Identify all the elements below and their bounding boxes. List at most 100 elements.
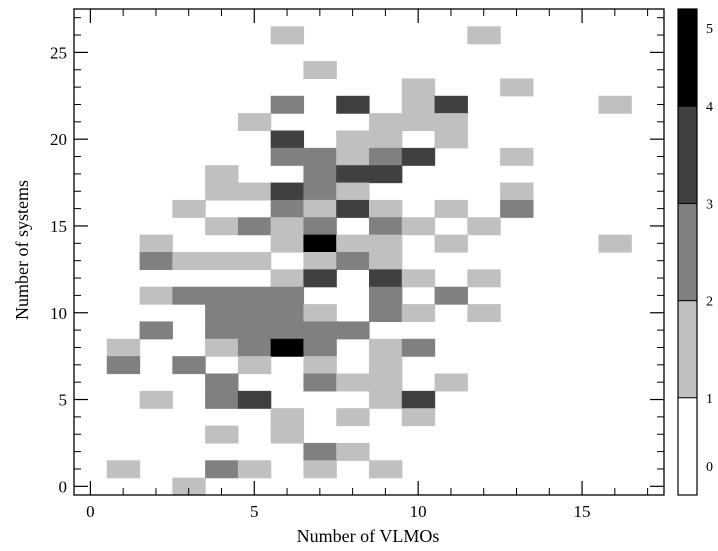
- heatmap-cell: [369, 252, 403, 270]
- colorbar-tick-label: 0: [706, 460, 713, 475]
- heatmap-cell: [106, 460, 141, 479]
- heatmap-cell: [205, 338, 239, 357]
- heatmap-cell: [270, 26, 305, 45]
- heatmap-cell: [401, 95, 436, 114]
- heatmap-cell: [434, 234, 468, 253]
- y-tick-label: 20: [50, 130, 67, 149]
- heatmap-cell: [205, 321, 239, 340]
- heatmap-cell: [270, 321, 305, 340]
- heatmap-cell: [139, 252, 173, 270]
- heatmap-cell: [205, 390, 239, 409]
- heatmap-cell: [237, 113, 272, 132]
- heatmap-cell: [270, 234, 305, 253]
- heatmap-cell: [500, 182, 534, 201]
- heatmap-cell: [434, 113, 468, 132]
- colorbar-segment: [678, 203, 697, 302]
- colorbar-frame: [677, 8, 698, 496]
- heatmap-cell: [369, 356, 403, 375]
- heatmap-cell: [205, 304, 239, 323]
- heatmap-cell: [205, 217, 239, 236]
- x-axis-label: Number of VLMOs: [297, 526, 440, 546]
- heatmap-cell: [369, 199, 403, 218]
- heatmap-cell: [336, 408, 370, 427]
- heatmap-cell: [500, 78, 534, 97]
- y-tick-label: 5: [59, 391, 68, 410]
- heatmap-cell: [336, 234, 370, 253]
- heatmap-cell: [303, 199, 337, 218]
- colorbar-tick-label: 2: [706, 295, 713, 310]
- colorbar: 0 1 2 3 4 5: [677, 8, 713, 496]
- heatmap-cell: [336, 95, 370, 114]
- heatmap-cell: [303, 61, 337, 80]
- y-tick-label: 15: [50, 217, 67, 236]
- colorbar-segment: [678, 106, 697, 204]
- plot-frame: [73, 8, 665, 496]
- heatmap-cell: [434, 199, 468, 218]
- heatmap-cell: [369, 373, 403, 392]
- heatmap-cell: [434, 286, 468, 305]
- heatmap-cell: [237, 252, 272, 270]
- heatmap-cell: [139, 286, 173, 305]
- heatmap-cell: [237, 217, 272, 236]
- heatmap-cell: [369, 113, 403, 132]
- x-tick-label: 10: [410, 502, 427, 521]
- heatmap-cell: [270, 304, 305, 323]
- x-tick-label: 15: [574, 502, 591, 521]
- heatmap-cell: [336, 182, 370, 201]
- colorbar-tick-label: 5: [706, 22, 713, 37]
- y-tick-label: 10: [50, 304, 67, 323]
- axis-ticks: [74, 9, 664, 495]
- heatmap-cell: [336, 147, 370, 166]
- heatmap-cell: [172, 199, 206, 218]
- heatmap-cell: [270, 408, 305, 427]
- heatmap-cell: [303, 321, 337, 340]
- heatmap-cell: [303, 182, 337, 201]
- x-tick-label: 5: [250, 502, 259, 521]
- heatmap-cell: [303, 460, 337, 479]
- colorbar-tick-label: 3: [706, 197, 713, 212]
- axis-tick-labels: 0 5 10 15 0 5 10 15 20 25: [50, 43, 591, 521]
- heatmap-cell: [401, 304, 436, 323]
- heatmap-cell: [303, 304, 337, 323]
- heatmap-cell: [303, 217, 337, 236]
- heatmap-cell: [237, 321, 272, 340]
- heatmap-cell: [139, 234, 173, 253]
- heatmap-cell: [467, 269, 501, 288]
- heatmap-cell: [303, 442, 337, 461]
- heatmap-cell: [205, 252, 239, 270]
- heatmap-cell: [270, 95, 305, 114]
- heatmap-cell: [369, 147, 403, 166]
- heatmap-cell: [401, 338, 436, 357]
- heatmap-cell: [336, 130, 370, 149]
- heatmap-cell: [270, 286, 305, 305]
- heatmap-cell: [369, 338, 403, 357]
- heatmap-cell: [172, 286, 206, 305]
- heatmap-cell: [336, 373, 370, 392]
- heatmap-cell: [336, 442, 370, 461]
- heatmap-cell: [205, 286, 239, 305]
- heatmap-cell: [369, 269, 403, 288]
- heatmap-cell: [467, 26, 501, 45]
- heatmap-cell: [303, 165, 337, 184]
- heatmap-cell: [401, 269, 436, 288]
- heatmap-cell: [270, 199, 305, 218]
- heatmap-cell: [139, 321, 173, 340]
- heatmap-cell: [369, 234, 403, 253]
- heatmap-cell: [336, 199, 370, 218]
- heatmap-cell: [303, 252, 337, 270]
- colorbar-segment: [678, 300, 697, 399]
- heatmap-cell: [401, 408, 436, 427]
- colorbar-tick-label: 4: [706, 100, 713, 115]
- heatmap-cell: [303, 356, 337, 375]
- heatmap-cell: [434, 95, 468, 114]
- heatmap-cell: [369, 304, 403, 323]
- heatmap-cell: [172, 356, 206, 375]
- heatmap-cell: [237, 304, 272, 323]
- heatmap-cell: [336, 252, 370, 270]
- heatmap-cell: [205, 373, 239, 392]
- heatmap-cell: [303, 373, 337, 392]
- heatmap-cell: [270, 182, 305, 201]
- heatmap-cell: [401, 390, 436, 409]
- heatmap-cell: [401, 217, 436, 236]
